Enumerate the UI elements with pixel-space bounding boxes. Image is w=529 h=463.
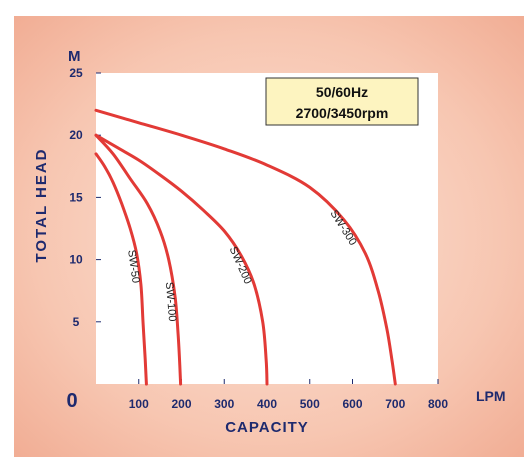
x-tick-label: 400 bbox=[257, 397, 277, 411]
curves bbox=[94, 108, 397, 386]
axes: M LPM CAPACITY TOTAL HEAD bbox=[33, 48, 506, 436]
x-tick-label: 700 bbox=[385, 397, 405, 411]
y-axis-title: TOTAL HEAD bbox=[33, 147, 50, 262]
x-tick-label: 100 bbox=[129, 397, 149, 411]
series-label: SW-100 bbox=[163, 282, 178, 322]
y-tick-label: 15 bbox=[69, 190, 83, 204]
spec-frequency: 50/60Hz bbox=[316, 84, 368, 100]
x-unit-label: LPM bbox=[476, 388, 506, 404]
spec-rpm: 2700/3450rpm bbox=[296, 105, 389, 121]
y-tick-label: 0 bbox=[66, 390, 77, 412]
curve-sw-200 bbox=[94, 133, 269, 386]
x-tick-label: 800 bbox=[428, 397, 448, 411]
curve-sw-50 bbox=[94, 152, 148, 386]
curve-sw-300 bbox=[94, 108, 397, 386]
y-tick-label: 5 bbox=[73, 315, 80, 329]
y-unit-label: M bbox=[68, 48, 81, 65]
curve-sw-100 bbox=[94, 133, 183, 386]
y-tick-label: 25 bbox=[69, 66, 83, 80]
x-tick-label: 200 bbox=[171, 397, 191, 411]
y-tick-label: 10 bbox=[69, 253, 83, 267]
x-tick-label: 500 bbox=[300, 397, 320, 411]
y-tick-label: 20 bbox=[69, 128, 83, 142]
spec-note: 50/60Hz 2700/3450rpm bbox=[265, 77, 419, 126]
x-tick-label: 600 bbox=[342, 397, 362, 411]
spec-note-box bbox=[265, 77, 419, 126]
x-axis-title: CAPACITY bbox=[225, 419, 309, 436]
x-tick-label: 300 bbox=[214, 397, 234, 411]
ticks: 100 200 300 400 500 600 700 800 0 5 10 15 20 25 bbox=[66, 66, 448, 412]
series-label: SW-50 bbox=[125, 249, 141, 284]
